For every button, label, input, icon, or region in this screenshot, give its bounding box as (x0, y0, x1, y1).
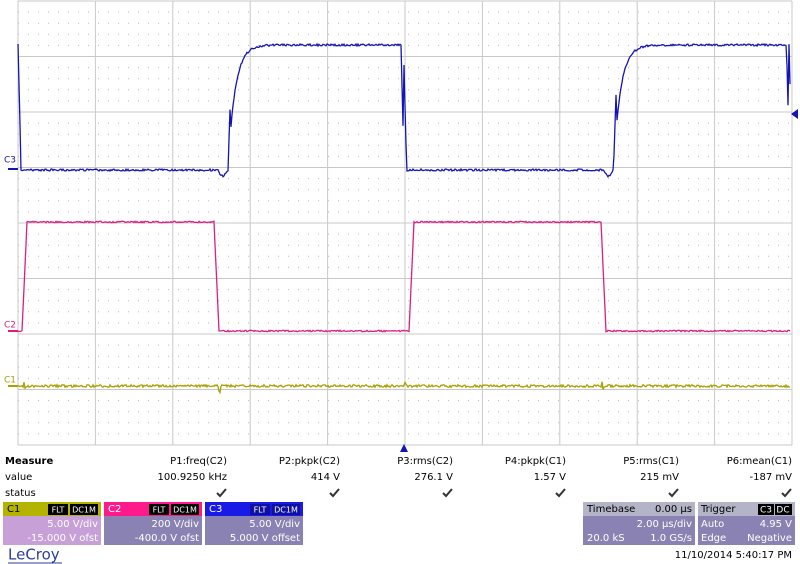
tag-bg (272, 504, 300, 515)
status-check (442, 488, 453, 498)
trigger-box[interactable]: Trigger C3 DC Auto 4.95 V Edge Negative (698, 502, 795, 545)
measure-value: 414 V (311, 472, 340, 483)
measure-value: 100.9250 kHz (158, 472, 227, 483)
channel-box[interactable]: C2 FLT DC1M 200 V/div -400.0 V ofst (104, 502, 202, 545)
tag-bg (250, 504, 270, 515)
timebase-delay: 0.00 µs (655, 504, 692, 515)
tag-bg (48, 504, 68, 515)
row-label: value (5, 472, 32, 483)
measure-value: 276.1 V (414, 472, 453, 483)
measure-value: 215 mV (640, 472, 679, 483)
channel-tag: DC1M (72, 506, 96, 515)
channel-scale: 200 V/div (151, 519, 199, 530)
trigger-coupling: DC (776, 506, 789, 516)
trigger-mode: Auto (701, 519, 724, 530)
measure-name: P1:freq(C2) (170, 456, 227, 467)
trigger-position-marker (400, 444, 408, 452)
measure-name: P5:rms(C1) (623, 456, 679, 467)
trigger-level: 4.95 V (760, 519, 792, 530)
channel-boxes: C1 FLT DC1M 5.00 V/div -15.000 V ofst C2 FLT DC… (3, 502, 303, 545)
tag-bg (775, 504, 792, 515)
measure-value: 1.57 V (534, 472, 566, 483)
trigger-slope: Negative (747, 533, 792, 544)
channel-marker: C3 (4, 156, 16, 166)
brand-logo: LeCroy (8, 546, 60, 564)
trigger-title: Trigger (700, 504, 736, 515)
tag-bg (149, 504, 169, 515)
status-check (329, 488, 340, 498)
channel-tag: FLT (153, 506, 166, 515)
trace-c1 (17, 380, 791, 395)
measure-name: P2:pkpk(C2) (279, 456, 340, 467)
trigger-type: Edge (701, 533, 726, 544)
channel-tag: DC1M (274, 506, 298, 515)
measure-name: P3:rms(C2) (397, 456, 453, 467)
channel-tag: FLT (52, 506, 65, 515)
channel-scale: 5.00 V/div (47, 519, 98, 530)
timestamp: 11/10/2014 5:40:17 PM (675, 550, 792, 561)
box-header (583, 502, 695, 516)
channel-marker: C1 (4, 376, 16, 386)
timebase-rate: 1.0 GS/s (650, 533, 692, 544)
measure-title: Measure (5, 456, 53, 467)
timebase-box[interactable]: Timebase 0.00 µs 2.00 µs/div 20.0 kS 1.0… (583, 502, 695, 545)
status-check (781, 488, 792, 498)
measure-name: P6:mean(C1) (727, 456, 792, 467)
channel-name: C2 (108, 504, 121, 515)
channel-offset: -400.0 V ofst (135, 533, 199, 544)
status-check (668, 488, 679, 498)
status-check (216, 488, 227, 498)
channel-scale: 5.00 V/div (249, 519, 300, 530)
channel-offset: 5.000 V offset (230, 533, 300, 544)
channel-marker: C2 (4, 321, 16, 331)
channel-offset: -15.000 V ofst (27, 533, 98, 544)
trace-c2 (17, 220, 791, 333)
measure-name: P4:pkpk(C1) (505, 456, 566, 467)
channel-box[interactable]: C1 FLT DC1M 5.00 V/div -15.000 V ofst (3, 502, 101, 545)
channel-name: C1 (7, 504, 20, 515)
measure-value: -187 mV (750, 472, 793, 483)
trigger-level-marker (791, 109, 798, 119)
trace-c3 (17, 42, 791, 178)
status-check (555, 488, 566, 498)
timebase-samples: 20.0 kS (587, 533, 625, 544)
measure-columns: P1:freq(C2) 100.9250 kHz P2:pkpk(C2) 414 V P… (158, 456, 793, 498)
timebase-scale: 2.00 µs/div (637, 519, 693, 530)
channel-box[interactable]: C3 FLT DC1M 5.00 V/div 5.000 V offset (205, 502, 303, 545)
tag-bg (70, 504, 98, 515)
timebase-title: Timebase (586, 504, 635, 515)
trigger-source: C3 (760, 506, 772, 516)
tag-bg (758, 504, 774, 515)
channel-name: C3 (209, 504, 222, 515)
row-label: status (5, 488, 36, 499)
channel-tag: DC1M (173, 506, 197, 515)
channel-tag: FLT (254, 506, 267, 515)
tag-bg (171, 504, 199, 515)
